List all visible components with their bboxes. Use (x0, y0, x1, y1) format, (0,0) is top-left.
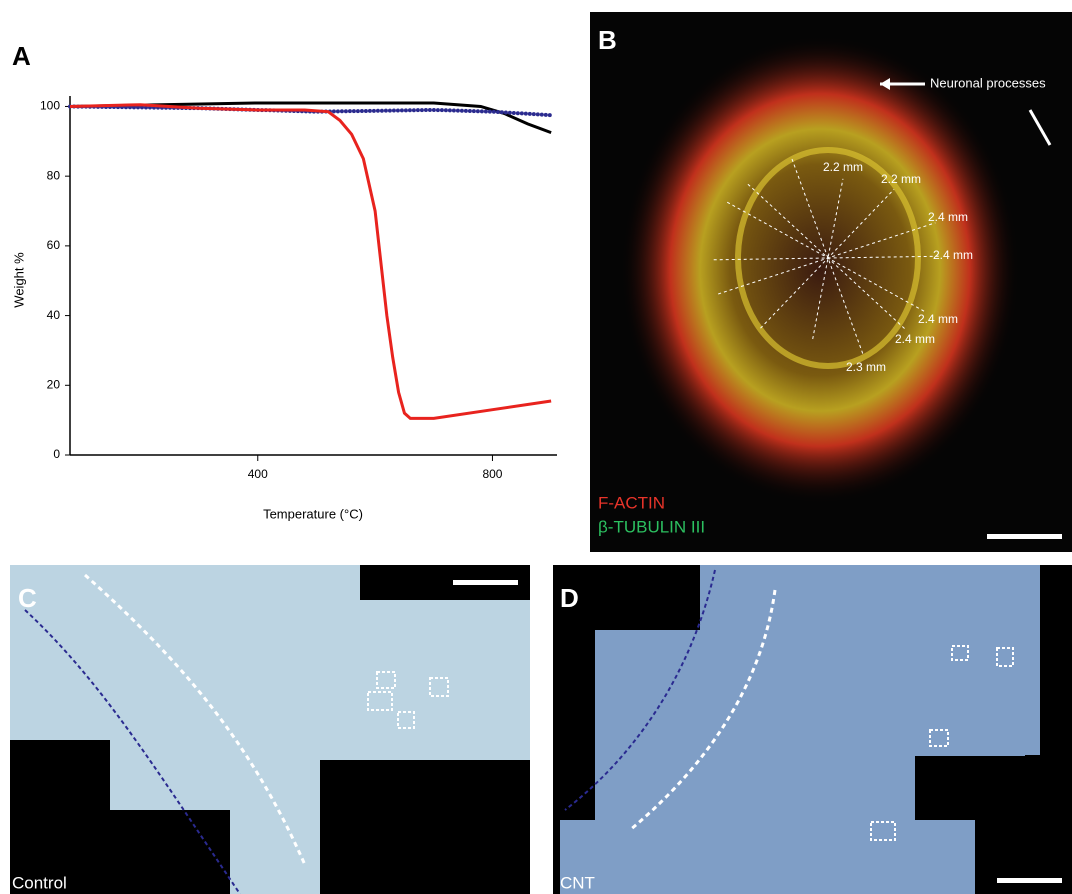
image-glow (620, 35, 1020, 505)
panel-label: D (560, 583, 579, 613)
measurement-label: 2.3 mm (846, 360, 886, 374)
measurement-label: 2.2 mm (881, 172, 921, 186)
x-tick-label: 400 (248, 467, 268, 481)
y-tick-label: 80 (47, 168, 61, 182)
legend-f-actin: F-ACTIN (598, 493, 665, 512)
measurement-label: 2.4 mm (918, 312, 958, 326)
figure: A Temperature (°C) Weight % 0 20 40 60 80 100… (0, 0, 1072, 894)
y-tick-label: 0 (53, 447, 60, 461)
scale-bar (453, 580, 518, 585)
measurement-label: 2.4 mm (895, 332, 935, 346)
caption: CNT (560, 873, 595, 892)
plot: 0 20 40 60 80 100 400 800 (40, 96, 557, 481)
panel-label: C (18, 583, 37, 613)
x-tick-label: 800 (482, 467, 502, 481)
y-tick-label: 20 (47, 377, 61, 391)
annotation: Neuronal processes (930, 75, 1046, 90)
scale-bar (987, 534, 1062, 539)
panel-label: A (12, 41, 31, 71)
panel-label: B (598, 25, 617, 55)
legend-tubulin: β-TUBULIN III (598, 517, 705, 536)
measurement-label: 2.4 mm (928, 210, 968, 224)
y-tick-label: 40 (47, 308, 61, 322)
y-tick-label: 100 (40, 99, 60, 113)
measurement-label: 2.4 mm (933, 248, 973, 262)
series-line (70, 105, 551, 419)
y-axis-label: Weight % (11, 252, 26, 308)
y-tick-label: 60 (47, 238, 61, 252)
scale-bar (997, 878, 1062, 883)
caption: Control (12, 873, 67, 892)
measurement-label: 2.2 mm (823, 160, 863, 174)
x-axis-label: Temperature (°C) (263, 506, 363, 521)
